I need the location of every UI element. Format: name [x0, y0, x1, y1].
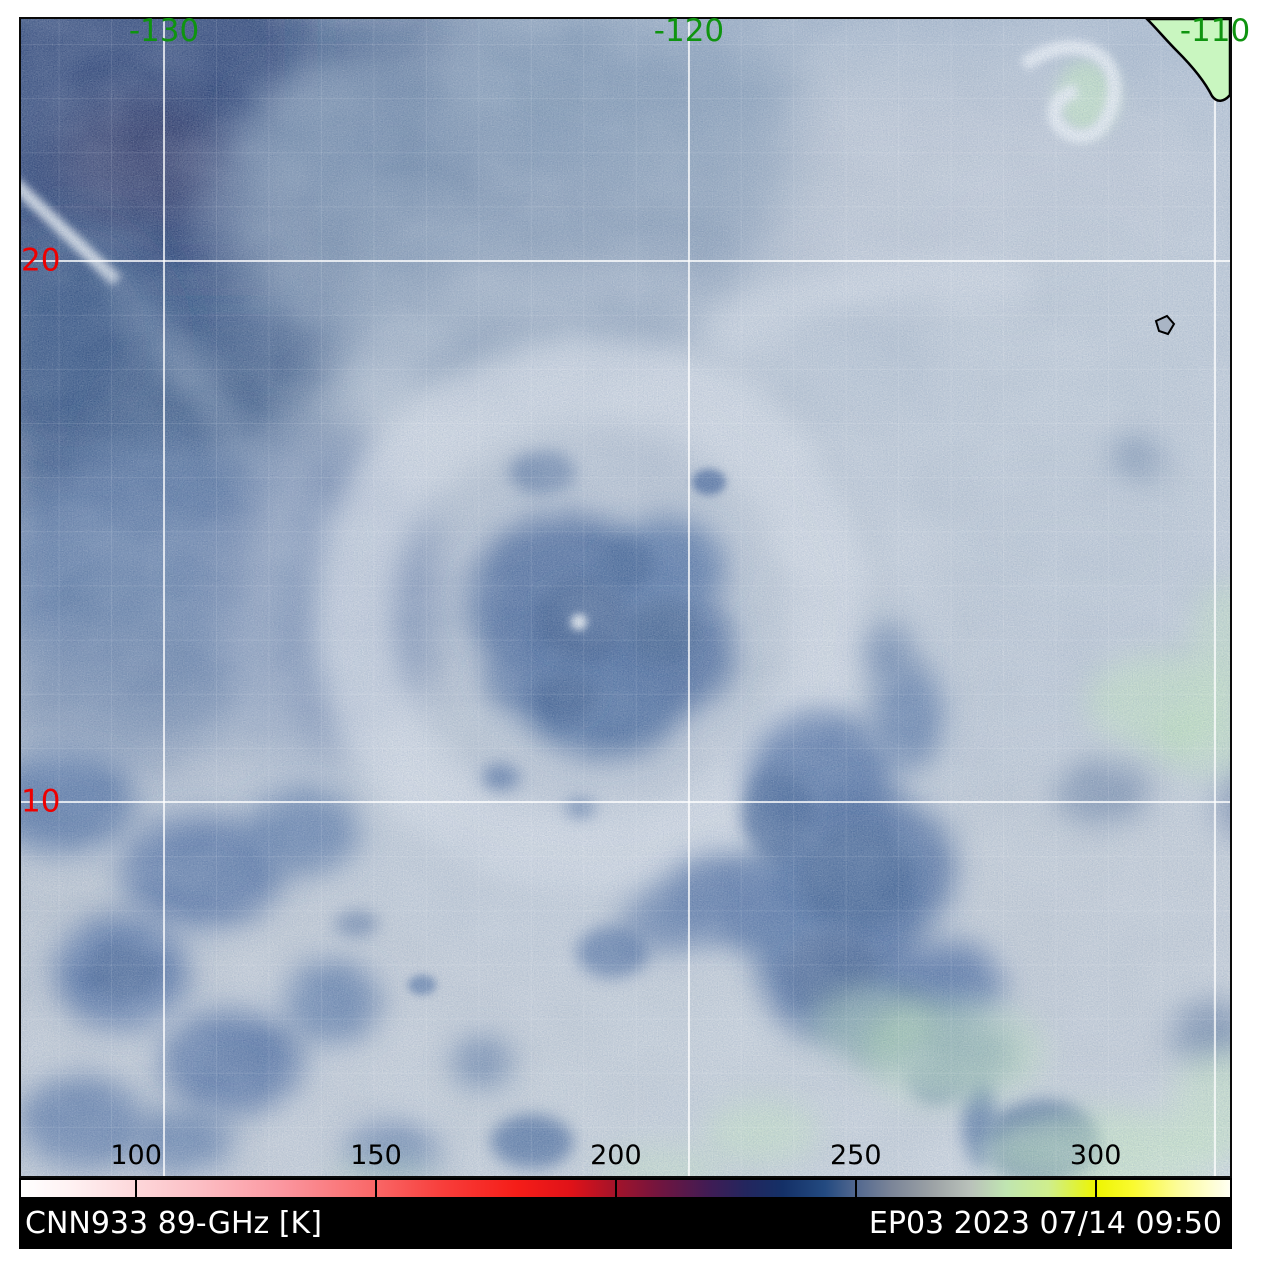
satellite-cloud-field: [21, 19, 1230, 1176]
colorbar: [19, 1178, 1232, 1199]
colorbar-tick-300: [1094, 1180, 1097, 1197]
colorbar-tick-200: [614, 1180, 617, 1197]
footer-bar: CNN933 89-GHz [K] EP03 2023 07/14 09:50: [19, 1199, 1232, 1249]
colorbar-tick-250: [854, 1180, 857, 1197]
product-label: CNN933 89-GHz [K]: [25, 1205, 322, 1241]
sensor-grain-dark: [21, 19, 1230, 1176]
land-baja-california: [1145, 19, 1230, 102]
satellite-image-panel: [19, 17, 1232, 1178]
storm-datetime-label: EP03 2023 07/14 09:50: [868, 1205, 1222, 1241]
island-outline-icon: [1154, 314, 1176, 336]
graticule: [21, 19, 1230, 1176]
colorbar-tick-150: [375, 1180, 378, 1197]
colorbar-tick-100: [135, 1180, 138, 1197]
